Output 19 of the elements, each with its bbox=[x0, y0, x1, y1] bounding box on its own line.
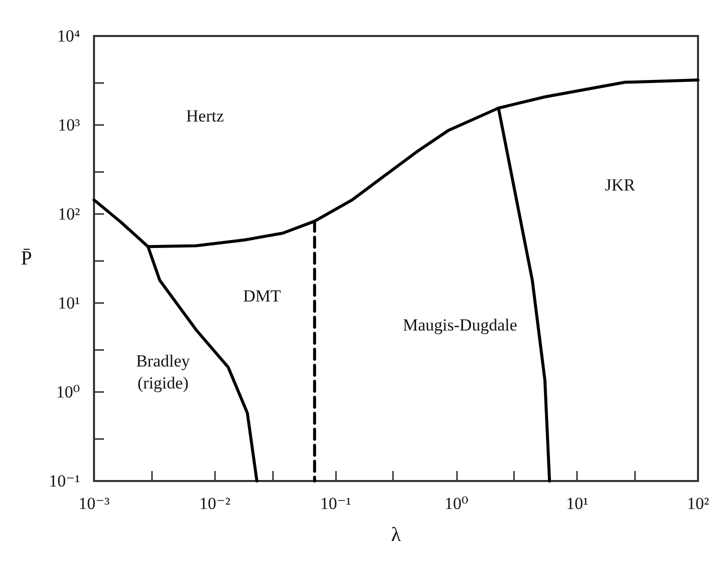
y-tick-label: 10² bbox=[58, 204, 80, 224]
x-tick-label: 10⁻² bbox=[199, 494, 230, 513]
y-tick-label: 10¹ bbox=[58, 294, 80, 312]
y-tick-label: 10⁻¹ bbox=[48, 472, 80, 490]
annotation: DMT bbox=[243, 286, 282, 306]
annotation: Hertz bbox=[186, 106, 224, 126]
y-tick-label: 10³ bbox=[58, 116, 80, 134]
x-tick-label: 10⁻¹ bbox=[320, 494, 352, 513]
y-axis-title: P̄ bbox=[20, 248, 32, 270]
annotation: JKR bbox=[604, 176, 636, 194]
annotation: Bradley (rigide) bbox=[136, 352, 190, 392]
y-tick-label: 10⁰ bbox=[56, 382, 80, 402]
x-tick-label: 10² bbox=[686, 494, 710, 513]
annotation: Maugis-Dugdale bbox=[402, 316, 518, 334]
x-tick-label: 10⁰ bbox=[444, 494, 468, 513]
y-tick-label: 10⁴ bbox=[57, 26, 80, 46]
x-axis-title: λ bbox=[391, 524, 402, 546]
x-tick-label: 10¹ bbox=[566, 494, 588, 513]
x-tick-label: 10⁻³ bbox=[78, 494, 110, 513]
